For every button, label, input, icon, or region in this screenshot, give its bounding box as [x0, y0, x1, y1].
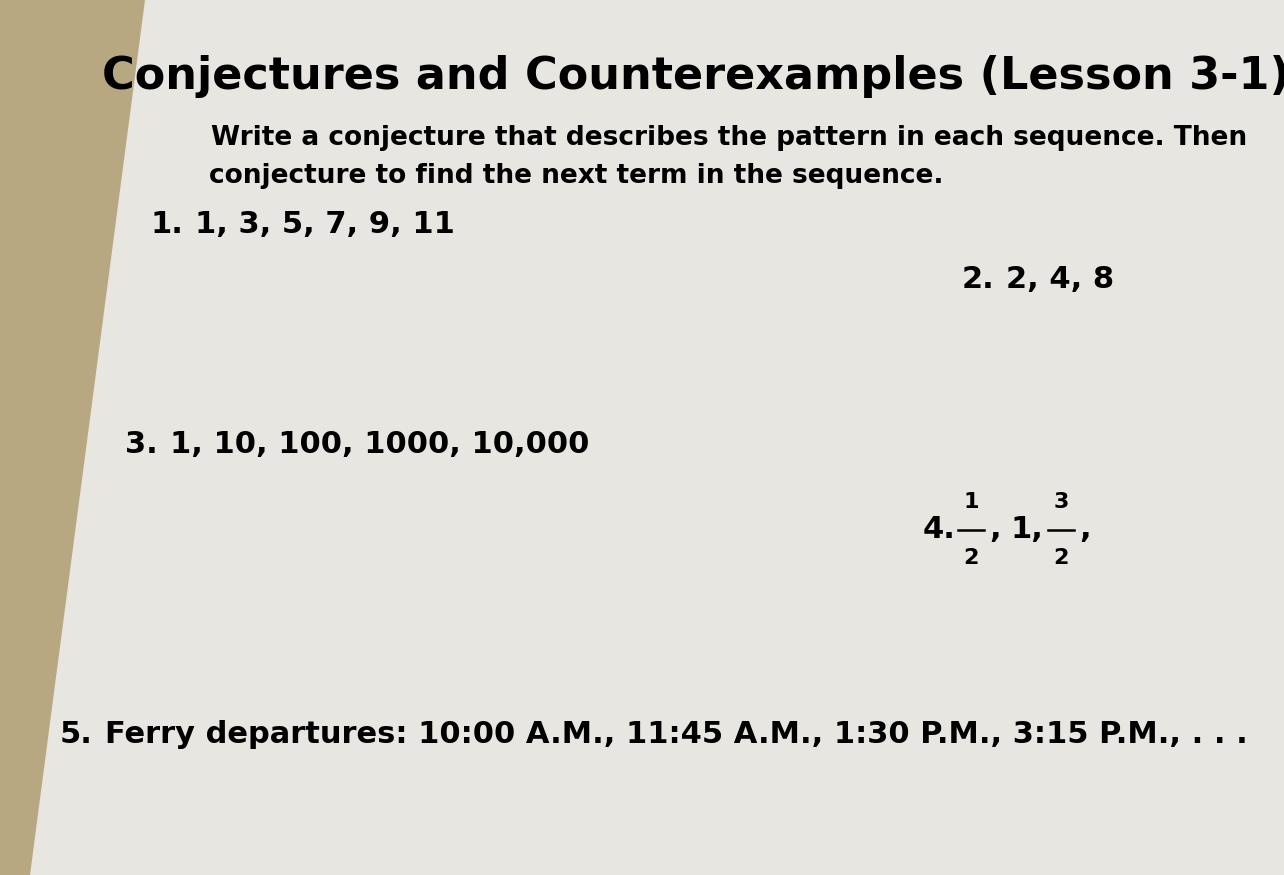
Text: 4.: 4. [923, 515, 955, 544]
Text: 3.: 3. [125, 430, 158, 459]
Polygon shape [30, 0, 1284, 875]
Text: 2: 2 [963, 548, 978, 568]
Text: 1.: 1. [150, 210, 184, 239]
Text: conjecture to find the next term in the sequence.: conjecture to find the next term in the … [208, 163, 942, 189]
Text: ,: , [1079, 515, 1090, 544]
Text: 5.: 5. [59, 720, 92, 749]
Text: 2, 4, 8: 2, 4, 8 [1007, 265, 1115, 294]
Text: 1: 1 [963, 492, 978, 512]
Text: 1, 3, 5, 7, 9, 11: 1, 3, 5, 7, 9, 11 [195, 210, 455, 239]
Text: 1,: 1, [1011, 515, 1044, 544]
Text: Conjectures and Counterexamples (Lesson 3-1): Conjectures and Counterexamples (Lesson … [103, 55, 1284, 98]
Text: Write a conjecture that describes the pattern in each sequence. Then: Write a conjecture that describes the pa… [212, 125, 1247, 151]
Text: 3: 3 [1053, 492, 1068, 512]
Text: 2: 2 [1053, 548, 1068, 568]
Text: 2.: 2. [962, 265, 994, 294]
Text: ,: , [989, 515, 1000, 544]
Text: Ferry departures: 10:00 A.M., 11:45 A.M., 1:30 P.M., 3:15 P.M., . . .: Ferry departures: 10:00 A.M., 11:45 A.M.… [104, 720, 1247, 749]
Text: 1, 10, 100, 1000, 10,000: 1, 10, 100, 1000, 10,000 [169, 430, 589, 459]
